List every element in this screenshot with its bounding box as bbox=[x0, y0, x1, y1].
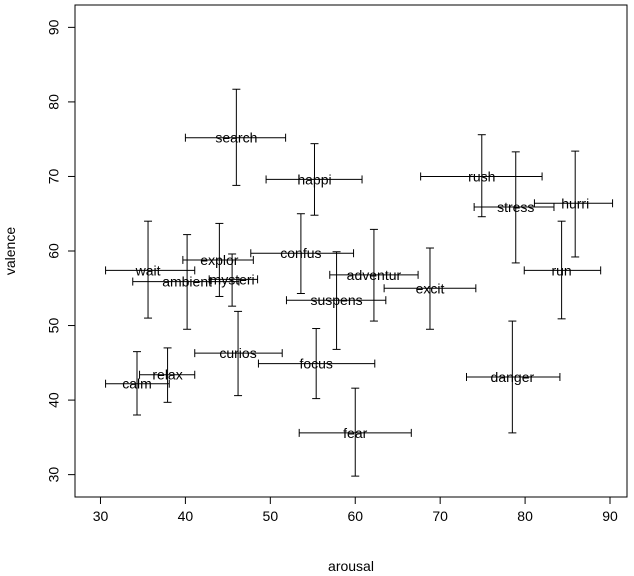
point-suspens: suspens bbox=[285, 251, 387, 350]
x-tick-label: 30 bbox=[93, 508, 109, 524]
point-label: run bbox=[551, 262, 571, 278]
x-tick-label: 40 bbox=[178, 508, 194, 524]
point-label: search bbox=[215, 130, 257, 146]
point-calm: calm bbox=[105, 351, 170, 416]
x-tick-label: 60 bbox=[347, 508, 363, 524]
point-label: suspens bbox=[310, 292, 362, 308]
point-focus: focus bbox=[257, 328, 376, 400]
point-label: calm bbox=[122, 376, 152, 392]
y-tick-label: 80 bbox=[46, 94, 62, 110]
y-axis-label: valence bbox=[2, 227, 18, 275]
point-danger: danger bbox=[465, 320, 561, 434]
y-tick-label: 60 bbox=[46, 243, 62, 259]
point-label: wait bbox=[135, 262, 161, 278]
point-label: ambient bbox=[162, 274, 212, 290]
point-label: relax bbox=[152, 367, 182, 383]
x-tick-label: 70 bbox=[432, 508, 448, 524]
x-axis: 30 40 50 60 70 80 90 bbox=[93, 497, 618, 524]
point-wait: wait bbox=[105, 220, 196, 319]
x-axis-label: arousal bbox=[328, 558, 374, 574]
x-tick-label: 90 bbox=[602, 508, 618, 524]
point-label: rush bbox=[468, 168, 495, 184]
point-label: curios bbox=[219, 345, 256, 361]
point-label: fear bbox=[343, 425, 367, 441]
point-ambient: ambient bbox=[132, 234, 240, 330]
point-label: happi bbox=[297, 171, 331, 187]
point-mysteri: mysteri bbox=[208, 253, 259, 307]
y-tick-label: 30 bbox=[46, 467, 62, 483]
point-confus: confus bbox=[250, 213, 355, 294]
point-label: danger bbox=[491, 369, 535, 385]
point-label: mysteri bbox=[210, 271, 255, 287]
point-label: stress bbox=[497, 199, 534, 215]
point-explor: explor bbox=[182, 222, 254, 297]
y-tick-label: 70 bbox=[46, 168, 62, 184]
point-stress: stress bbox=[473, 151, 555, 264]
y-tick-label: 50 bbox=[46, 318, 62, 334]
point-label: explor bbox=[200, 252, 238, 268]
point-rush: rush bbox=[420, 134, 543, 218]
point-label: excit bbox=[416, 280, 445, 296]
point-happi: happi bbox=[265, 143, 363, 216]
point-hurri: hurri bbox=[533, 150, 614, 258]
point-relax: relax bbox=[139, 347, 196, 403]
point-label: focus bbox=[299, 356, 332, 372]
point-label: confus bbox=[280, 245, 321, 261]
plot-frame bbox=[74, 4, 628, 498]
point-search: search bbox=[184, 88, 287, 186]
y-axis: 30 40 50 60 70 80 90 bbox=[46, 19, 75, 482]
point-run: run bbox=[523, 220, 602, 320]
x-tick-label: 80 bbox=[517, 508, 533, 524]
y-tick-label: 40 bbox=[46, 392, 62, 408]
point-label: adventur bbox=[347, 267, 402, 283]
y-tick-label: 90 bbox=[46, 19, 62, 35]
plot-border bbox=[74, 4, 628, 498]
point-curios: curios bbox=[194, 310, 283, 397]
point-fear: fear bbox=[298, 387, 412, 477]
point-label: hurri bbox=[561, 195, 589, 211]
point-adventur: adventur bbox=[329, 228, 419, 322]
point-excit: excit bbox=[383, 247, 477, 330]
x-tick-label: 50 bbox=[263, 508, 279, 524]
